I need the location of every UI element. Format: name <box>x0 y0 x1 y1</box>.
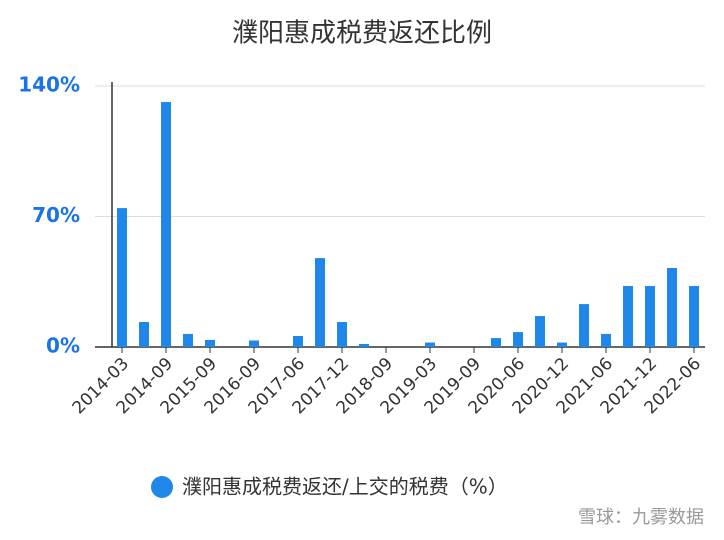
bar <box>557 342 567 347</box>
bar <box>205 339 215 347</box>
bar <box>623 286 633 347</box>
bar <box>337 322 347 347</box>
bar <box>161 102 171 347</box>
legend-label: 濮阳惠成税费返还/上交的税费（%） <box>182 475 508 499</box>
bar <box>513 332 523 347</box>
bar <box>601 333 611 347</box>
bar <box>249 340 259 347</box>
y-tick-label: 0% <box>46 334 80 358</box>
watermark: 雪球：九雾数据 <box>578 507 704 528</box>
chart-title: 濮阳惠成税费返还比例 <box>232 19 492 49</box>
bar <box>315 258 325 347</box>
bar <box>359 344 369 347</box>
bar <box>535 316 545 347</box>
bar <box>139 322 149 347</box>
bar <box>579 304 589 347</box>
bar <box>293 336 303 347</box>
bar <box>491 338 501 347</box>
bar <box>425 342 435 347</box>
bar <box>667 267 677 347</box>
bar <box>117 208 127 347</box>
y-tick-label: 70% <box>32 203 80 227</box>
bar <box>689 286 699 347</box>
legend-marker <box>151 476 173 498</box>
bar <box>645 286 655 347</box>
bar <box>183 333 193 347</box>
y-tick-label: 140% <box>18 73 80 97</box>
